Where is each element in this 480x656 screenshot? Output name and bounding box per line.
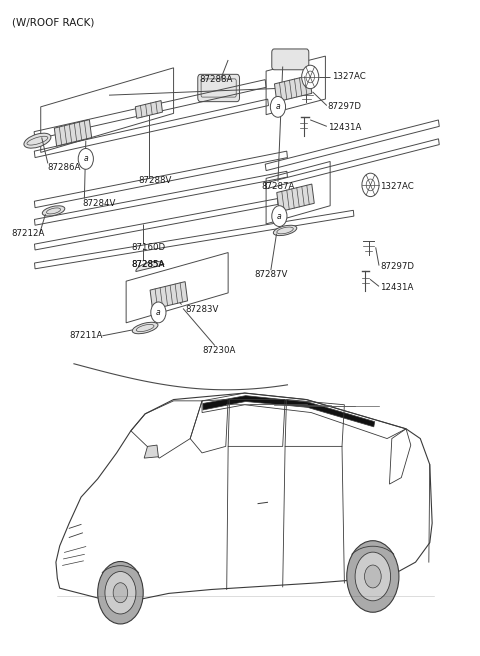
Text: a: a	[276, 102, 280, 112]
Text: 87288A: 87288A	[200, 75, 233, 84]
Circle shape	[272, 206, 287, 226]
Circle shape	[301, 65, 319, 89]
Polygon shape	[277, 184, 314, 212]
Text: 87285A: 87285A	[131, 260, 164, 270]
Circle shape	[105, 571, 136, 614]
Circle shape	[97, 562, 143, 624]
Text: 87287A: 87287A	[261, 182, 295, 191]
Ellipse shape	[132, 322, 158, 334]
Circle shape	[113, 583, 128, 603]
FancyBboxPatch shape	[198, 74, 240, 102]
Polygon shape	[136, 262, 164, 272]
Polygon shape	[203, 396, 375, 427]
Text: 1327AC: 1327AC	[380, 182, 414, 191]
Text: 87212A: 87212A	[12, 228, 45, 237]
Circle shape	[364, 565, 381, 588]
Text: 87284V: 87284V	[83, 199, 116, 207]
Polygon shape	[54, 119, 92, 146]
Text: (W/ROOF RACK): (W/ROOF RACK)	[12, 17, 95, 27]
Circle shape	[355, 552, 391, 601]
Text: 87286A: 87286A	[48, 163, 81, 173]
Ellipse shape	[273, 225, 297, 236]
Text: 1327AC: 1327AC	[332, 72, 365, 81]
Ellipse shape	[42, 206, 65, 216]
Text: 87288V: 87288V	[138, 176, 171, 186]
Text: 87211A: 87211A	[69, 331, 103, 340]
Text: a: a	[84, 154, 88, 163]
Text: 87287V: 87287V	[254, 270, 288, 279]
Polygon shape	[275, 75, 312, 102]
Polygon shape	[135, 100, 163, 118]
Text: 12431A: 12431A	[328, 123, 361, 132]
Polygon shape	[144, 445, 158, 458]
Circle shape	[151, 302, 166, 323]
Circle shape	[78, 148, 94, 169]
Circle shape	[362, 173, 379, 197]
Text: 87230A: 87230A	[202, 346, 235, 355]
Text: a: a	[277, 212, 282, 220]
Circle shape	[347, 541, 399, 612]
Text: 87285A: 87285A	[131, 260, 164, 270]
Text: 87160D: 87160D	[131, 243, 165, 252]
Text: 87297D: 87297D	[380, 262, 414, 272]
FancyBboxPatch shape	[272, 49, 309, 70]
Polygon shape	[150, 281, 188, 310]
Ellipse shape	[24, 133, 51, 148]
Text: a: a	[156, 308, 161, 317]
Text: 87283V: 87283V	[185, 304, 219, 314]
Circle shape	[270, 96, 286, 117]
Text: 12431A: 12431A	[380, 283, 413, 292]
Text: 87297D: 87297D	[328, 102, 362, 112]
